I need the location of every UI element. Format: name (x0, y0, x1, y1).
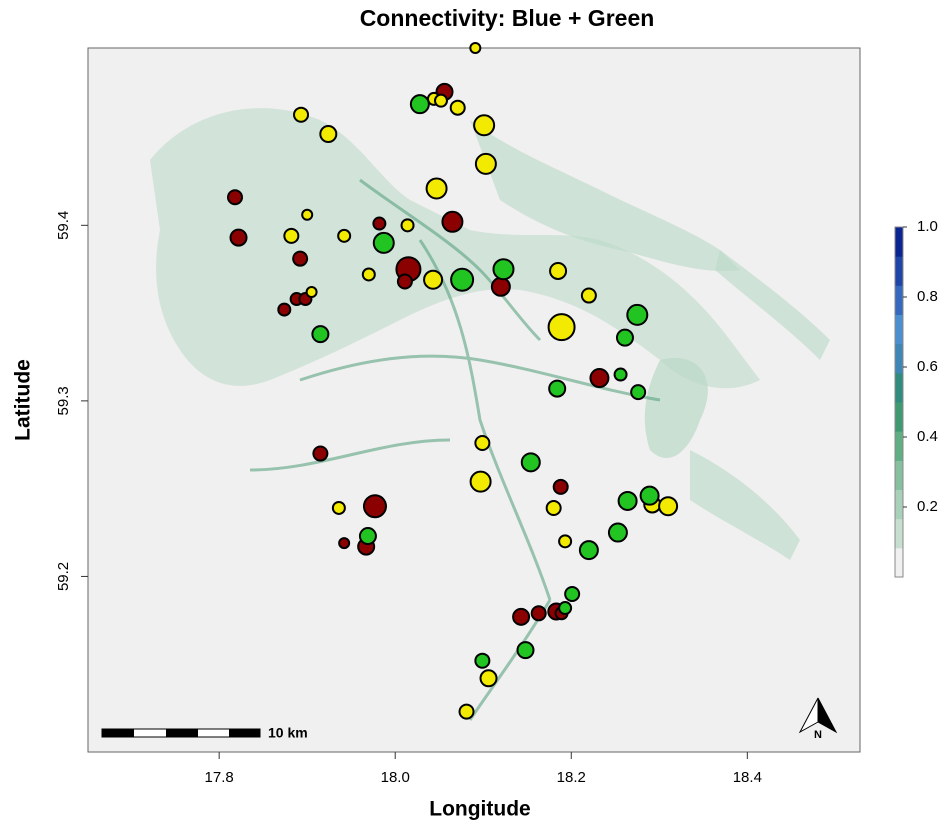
colorbar-segment (895, 402, 903, 432)
x-tick-label: 18.0 (381, 769, 410, 786)
point (474, 652, 491, 669)
north-label: N (814, 729, 822, 741)
point (658, 496, 679, 517)
colorbar-segment (895, 431, 903, 461)
point (469, 470, 492, 493)
point (358, 527, 377, 546)
colorbar-tick-label: 0.4 (917, 428, 938, 445)
point (558, 601, 573, 616)
point (425, 177, 448, 200)
colorbar-segment (895, 372, 903, 403)
point (547, 313, 576, 342)
y-axis-label: Latitude (12, 359, 35, 441)
point (292, 250, 309, 267)
point (338, 537, 351, 550)
point (558, 534, 573, 549)
colorbar-segment (895, 227, 903, 257)
point (549, 261, 568, 280)
x-tick-label: 17.8 (205, 769, 234, 786)
colorbar-segment (895, 489, 903, 520)
point (552, 478, 569, 495)
colorbar-segment (895, 256, 903, 286)
point (337, 228, 352, 243)
scale-segment (102, 729, 134, 737)
point (449, 99, 466, 116)
scale-label: 10 km (268, 725, 308, 741)
point (578, 540, 599, 561)
point (396, 273, 413, 290)
point (615, 328, 634, 347)
point (474, 435, 491, 452)
north-arrow (798, 697, 838, 734)
point (607, 522, 628, 543)
point (293, 106, 310, 123)
x-tick-label: 18.2 (557, 769, 586, 786)
point (305, 286, 318, 299)
scale-bar (101, 728, 261, 738)
point (331, 500, 346, 515)
point (545, 499, 562, 516)
point (458, 703, 475, 720)
point (473, 114, 496, 137)
point (474, 152, 497, 175)
point (450, 267, 475, 292)
colorbar-tick-label: 1.0 (917, 218, 938, 235)
point (469, 42, 482, 54)
y-tick-label: 59.2 (55, 562, 72, 591)
point (492, 258, 515, 281)
point (409, 94, 430, 115)
point (423, 269, 444, 290)
colorbar-segment (895, 314, 903, 345)
point (548, 379, 567, 398)
x-tick-label: 18.4 (733, 769, 762, 786)
point (564, 585, 581, 602)
point (283, 227, 300, 244)
point (617, 490, 638, 511)
point (630, 384, 647, 401)
point (626, 303, 649, 326)
point (512, 607, 531, 626)
colorbar-segment (895, 460, 903, 490)
scale-segment (229, 729, 260, 737)
point (433, 93, 448, 108)
colorbar-tick-label: 0.2 (917, 498, 938, 515)
point (479, 669, 498, 688)
point (516, 641, 535, 660)
point (277, 302, 292, 317)
y-tick-label: 59.3 (55, 386, 72, 415)
point (362, 494, 387, 519)
point (227, 189, 244, 206)
y-tick-label: 59.4 (55, 211, 72, 240)
point (589, 368, 610, 389)
scale-segment (166, 729, 198, 737)
colorbar-segment (895, 285, 903, 315)
arrow-right (817, 697, 838, 734)
point (301, 208, 314, 221)
point (580, 287, 597, 304)
colorbar-segment (895, 343, 903, 374)
point (229, 228, 248, 247)
point (490, 276, 511, 297)
x-axis-label: Longitude (429, 798, 530, 821)
point (372, 216, 387, 231)
point (520, 452, 541, 473)
colorbar-tick-label: 0.6 (917, 358, 938, 375)
colorbar-segment (895, 547, 903, 578)
colorbar-segment (895, 518, 903, 549)
colorbar-tick-label: 0.8 (917, 288, 938, 305)
point (400, 218, 415, 233)
point (441, 210, 464, 233)
point (613, 367, 628, 382)
point (372, 231, 395, 254)
point (319, 125, 338, 144)
colorbar-frame (894, 226, 904, 578)
chart-title: Connectivity: Blue + Green (360, 5, 655, 31)
point (311, 325, 330, 344)
point (312, 445, 329, 462)
point (530, 605, 547, 622)
point (639, 485, 660, 506)
point (361, 267, 376, 282)
